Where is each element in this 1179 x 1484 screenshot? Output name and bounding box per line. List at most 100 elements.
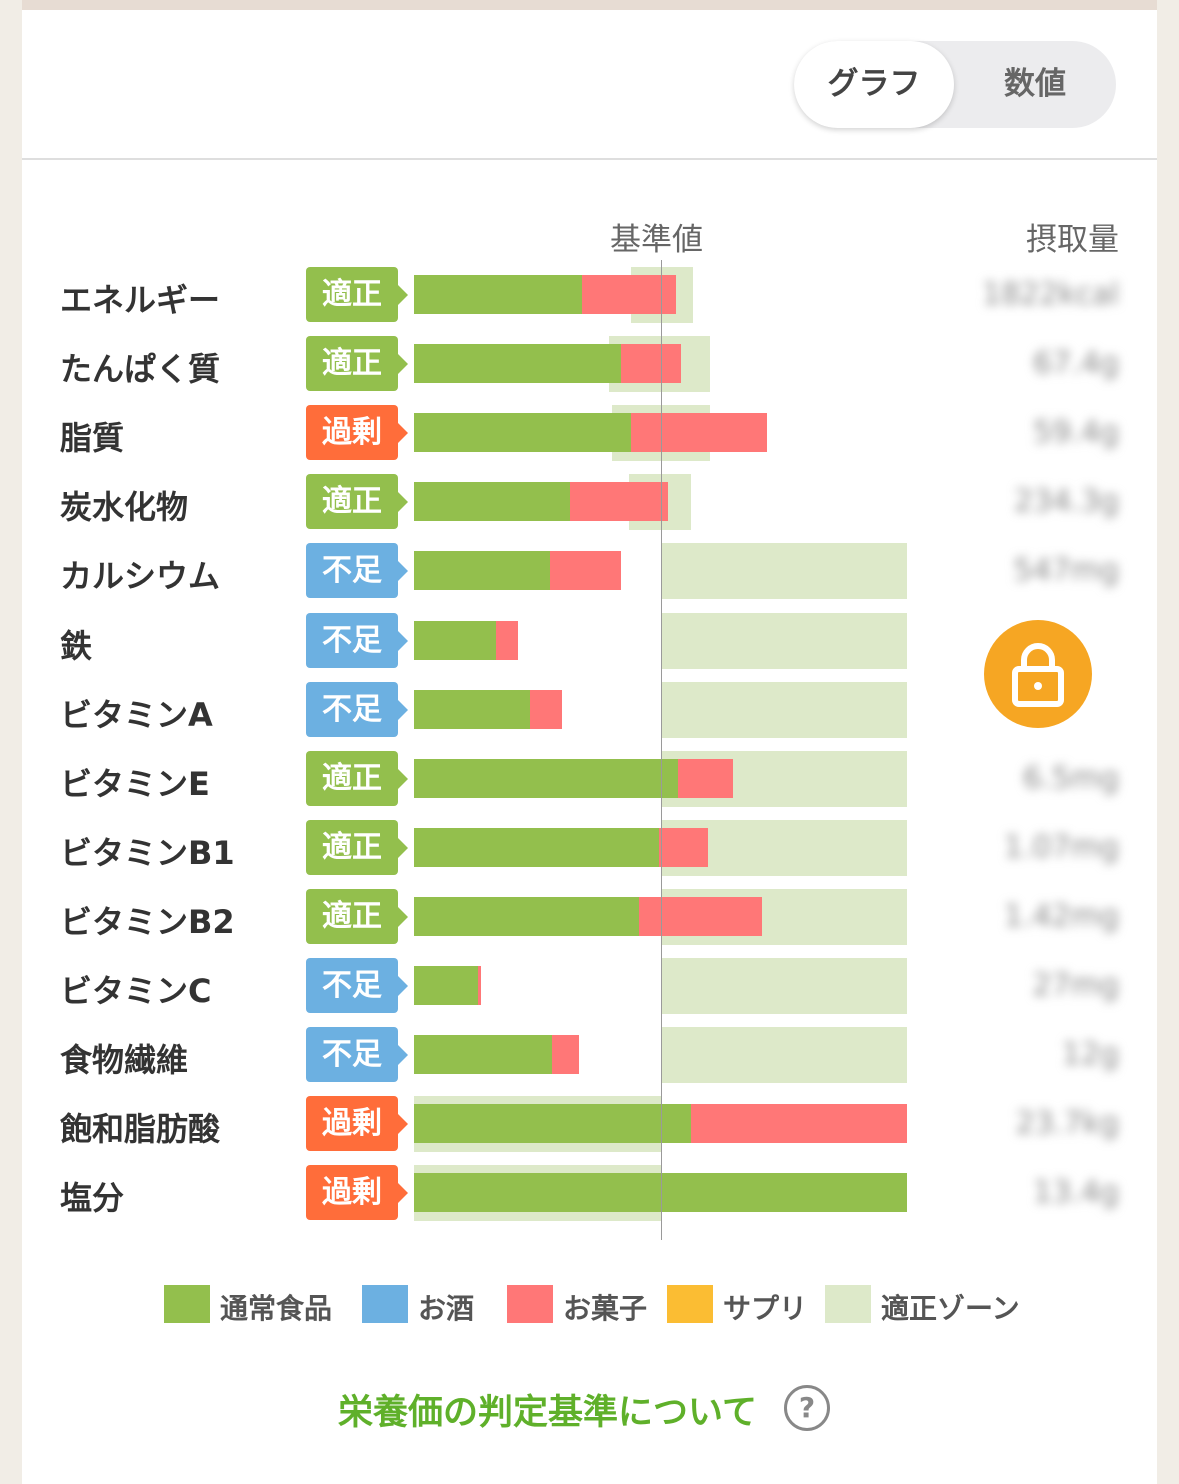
status-badge: 適正 xyxy=(306,474,408,530)
nutrient-label: 塩分 xyxy=(60,1179,125,1218)
nutrient-label: 食物繊維 xyxy=(60,1041,189,1080)
bar-通常食品 xyxy=(414,827,659,867)
bar-通常食品 xyxy=(414,482,570,522)
legend-swatch xyxy=(825,1285,871,1323)
appropriate-zone xyxy=(661,958,907,1014)
status-badge: 不足 xyxy=(306,958,408,1013)
status-badge: 適正 xyxy=(306,888,408,944)
intake-value: 23.7kg xyxy=(1015,1106,1119,1142)
nutrient-label: エネルギー xyxy=(60,281,221,319)
bar-通常食品 xyxy=(414,551,550,591)
bar-お菓子 xyxy=(621,344,681,384)
status-badge: 過剰 xyxy=(306,405,408,461)
bar-通常食品 xyxy=(414,1104,691,1144)
nutrient-label: 鉄 xyxy=(60,626,93,665)
nutrient-label: ビタミンB2 xyxy=(60,902,235,941)
legend-swatch xyxy=(667,1285,713,1323)
appropriate-zone xyxy=(661,543,907,600)
status-badge: 過剰 xyxy=(306,1096,408,1152)
legend-swatch xyxy=(507,1285,553,1323)
bar-お菓子 xyxy=(530,689,563,729)
legend-label: 適正ゾーン xyxy=(881,1292,1020,1325)
status-badge: 不足 xyxy=(306,681,408,737)
nutrient-label: カルシウム xyxy=(60,557,221,596)
bar-お菓子 xyxy=(658,827,708,867)
bar-お菓子 xyxy=(638,896,763,936)
help-icon[interactable]: ? xyxy=(784,1385,830,1431)
intake-value: 234.3g xyxy=(1014,484,1119,520)
intake-value: 59.4g xyxy=(1033,415,1119,451)
bar-通常食品 xyxy=(414,758,679,798)
legend-swatch xyxy=(164,1285,210,1323)
legend-label: サプリ xyxy=(723,1292,808,1325)
bar-お菓子 xyxy=(552,1035,580,1075)
intake-header: 摂取量 xyxy=(1026,222,1119,258)
nutrient-row: 食物繊維 不足 12g xyxy=(22,1027,1157,1096)
number-toggle-button[interactable]: 数値 xyxy=(1004,66,1066,102)
intake-value: 12g xyxy=(1061,1037,1119,1073)
bar-通常食品 xyxy=(414,1035,553,1075)
graph-toggle-button[interactable]: グラフ xyxy=(794,41,954,128)
legend-label: 通常食品 xyxy=(220,1292,333,1325)
status-badge: 不足 xyxy=(306,1027,408,1083)
nutrient-label: ビタミンC xyxy=(60,972,212,1010)
intake-value: 547mg xyxy=(1013,553,1119,589)
bar-通常食品 xyxy=(414,896,639,936)
intake-value: 1.42mg xyxy=(1003,898,1119,934)
bar-お菓子 xyxy=(569,482,669,522)
nutrient-row: エネルギー 適正 1822kcal xyxy=(22,267,1157,336)
standard-value-line xyxy=(661,260,662,1240)
nutrient-row: ビタミンB2 適正 1.42mg xyxy=(22,888,1157,958)
bar-通常食品 xyxy=(414,413,632,453)
status-badge: 適正 xyxy=(306,819,408,875)
nutrient-label: 脂質 xyxy=(60,419,125,458)
nutrient-label: ビタミンE xyxy=(60,764,210,803)
nutrient-row: 塩分 過剰 13.4g xyxy=(22,1165,1157,1234)
lock-icon xyxy=(1012,643,1064,707)
bar-通常食品 xyxy=(414,344,622,384)
nutrient-row: 飽和脂肪酸 過剰 23.7kg xyxy=(22,1096,1157,1165)
legend-label: お酒 xyxy=(418,1292,475,1325)
intake-value: 6.5mg xyxy=(1023,760,1119,796)
criteria-link[interactable]: 栄養価の判定基準について xyxy=(338,1393,757,1433)
status-badge: 不足 xyxy=(306,612,408,668)
bar-お菓子 xyxy=(678,758,733,798)
divider xyxy=(22,158,1157,160)
nutrient-label: ビタミンA xyxy=(60,695,213,734)
appropriate-zone xyxy=(661,681,907,738)
intake-value: 67.4g xyxy=(1033,346,1119,382)
bar-通常食品 xyxy=(414,966,479,1005)
bar-お菓子 xyxy=(581,275,676,314)
nutrient-row: 炭水化物 適正 234.3g xyxy=(22,474,1157,543)
nutrient-row: 鉄 不足 xyxy=(22,612,1157,682)
nutrient-label: 炭水化物 xyxy=(60,488,189,527)
bar-通常食品 xyxy=(414,1173,907,1213)
nutrient-row: 脂質 過剰 59.4g xyxy=(22,405,1157,474)
nutrient-row: カルシウム 不足 547mg xyxy=(22,543,1157,612)
nutrient-row: ビタミンE 適正 6.5mg xyxy=(22,750,1157,820)
nutrient-label: たんぱく質 xyxy=(60,350,221,389)
bar-通常食品 xyxy=(414,620,496,660)
nutrient-label: ビタミンB1 xyxy=(60,833,235,872)
legend-label: お菓子 xyxy=(563,1292,648,1325)
bar-お菓子 xyxy=(478,966,481,1005)
status-badge: 適正 xyxy=(306,750,408,806)
status-badge: 適正 xyxy=(306,267,408,322)
lock-button[interactable] xyxy=(984,620,1092,728)
intake-value: 13.4g xyxy=(1033,1175,1119,1211)
top-strip xyxy=(22,0,1157,10)
intake-value: 27mg xyxy=(1032,968,1119,1003)
view-toggle[interactable]: グラフ 数値 xyxy=(794,41,1116,128)
intake-value: 1822kcal xyxy=(982,277,1119,312)
nutrient-row: たんぱく質 適正 67.4g xyxy=(22,336,1157,405)
bar-お菓子 xyxy=(690,1104,907,1144)
status-badge: 適正 xyxy=(306,336,408,392)
standard-value-header: 基準値 xyxy=(610,222,703,258)
nutrient-row: ビタミンA 不足 xyxy=(22,681,1157,751)
bar-お菓子 xyxy=(549,551,622,591)
appropriate-zone xyxy=(661,1027,907,1084)
nutrient-row: ビタミンC 不足 27mg xyxy=(22,958,1157,1027)
appropriate-zone xyxy=(661,612,907,669)
status-badge: 過剰 xyxy=(306,1165,408,1221)
nutrient-label: 飽和脂肪酸 xyxy=(60,1110,221,1149)
